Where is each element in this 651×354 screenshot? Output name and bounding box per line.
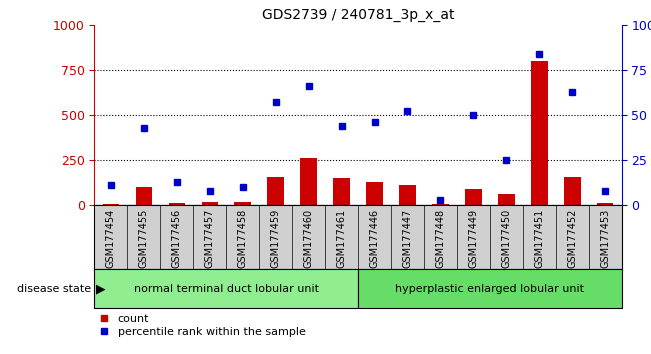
Text: GSM177451: GSM177451 <box>534 209 544 268</box>
Text: hyperplastic enlarged lobular unit: hyperplastic enlarged lobular unit <box>395 284 585 293</box>
Bar <box>367 182 383 205</box>
Bar <box>465 189 482 205</box>
Text: GSM177459: GSM177459 <box>271 209 281 268</box>
Text: GSM177461: GSM177461 <box>337 209 346 268</box>
Bar <box>300 158 317 205</box>
Legend: count, percentile rank within the sample: count, percentile rank within the sample <box>100 314 305 337</box>
Bar <box>399 184 416 205</box>
Bar <box>498 194 514 205</box>
Text: GSM177457: GSM177457 <box>205 209 215 268</box>
Bar <box>564 177 581 205</box>
Bar <box>94 269 358 308</box>
Text: GSM177456: GSM177456 <box>172 209 182 268</box>
Text: disease state: disease state <box>17 284 91 293</box>
Text: GSM177460: GSM177460 <box>303 209 314 268</box>
Bar <box>432 204 449 205</box>
Bar <box>135 187 152 205</box>
Text: GSM177454: GSM177454 <box>106 209 116 268</box>
Bar <box>531 61 547 205</box>
Bar <box>597 202 613 205</box>
Text: GSM177447: GSM177447 <box>402 209 413 268</box>
Text: GSM177458: GSM177458 <box>238 209 247 268</box>
Bar <box>333 178 350 205</box>
Bar <box>268 177 284 205</box>
Text: GSM177452: GSM177452 <box>567 209 577 268</box>
Text: GSM177455: GSM177455 <box>139 209 149 268</box>
Text: normal terminal duct lobular unit: normal terminal duct lobular unit <box>133 284 319 293</box>
Title: GDS2739 / 240781_3p_x_at: GDS2739 / 240781_3p_x_at <box>262 8 454 22</box>
Text: GSM177448: GSM177448 <box>436 209 445 268</box>
Bar <box>358 269 622 308</box>
Text: GSM177450: GSM177450 <box>501 209 511 268</box>
Text: GSM177446: GSM177446 <box>370 209 380 268</box>
Bar <box>103 204 119 205</box>
Text: GSM177449: GSM177449 <box>469 209 478 268</box>
Bar <box>234 202 251 205</box>
Bar <box>202 202 218 205</box>
Bar <box>169 202 185 205</box>
Text: GSM177453: GSM177453 <box>600 209 610 268</box>
Text: ▶: ▶ <box>96 282 105 295</box>
